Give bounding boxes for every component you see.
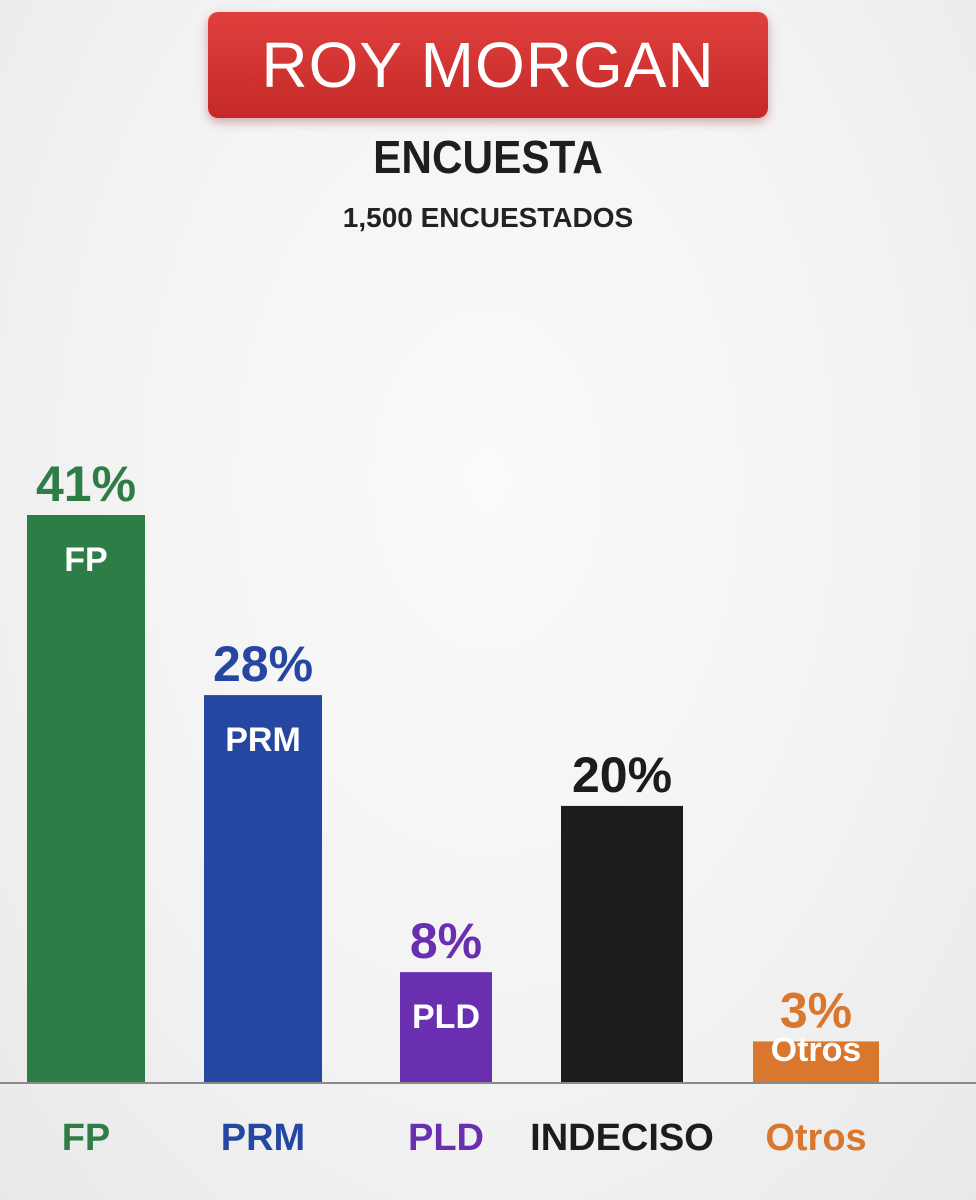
bar-inner-label-otros: Otros <box>771 1031 862 1069</box>
bar-prm <box>204 695 322 1083</box>
bar-inner-label-pld: PLD <box>412 998 480 1036</box>
bars-group: 41%FPFP28%PRMPRM8%PLDPLD20%INDECISO3%Otr… <box>27 456 879 1159</box>
category-label-otros: Otros <box>765 1117 866 1159</box>
bar-indeciso <box>561 805 683 1083</box>
value-label-pld: 8% <box>410 913 482 969</box>
value-label-prm: 28% <box>213 636 313 692</box>
page-title: ENCUESTA <box>373 131 603 183</box>
bar-otros <box>753 1041 879 1083</box>
category-label-fp: FP <box>62 1117 111 1159</box>
logo-text: ROY MORGAN <box>261 29 715 101</box>
bar-inner-label-prm: PRM <box>225 721 301 759</box>
value-label-indeciso: 20% <box>572 747 672 803</box>
category-label-indeciso: INDECISO <box>530 1117 714 1159</box>
value-label-fp: 41% <box>36 456 136 512</box>
category-label-prm: PRM <box>221 1117 305 1159</box>
bar-inner-label-fp: FP <box>64 541 107 579</box>
value-label-otros: 3% <box>780 982 852 1038</box>
page-subtitle: 1,500 ENCUESTADOS <box>342 202 634 233</box>
bar-fp <box>27 515 145 1083</box>
roy-morgan-logo: ROY MORGAN <box>208 12 768 118</box>
category-label-pld: PLD <box>408 1117 484 1159</box>
bar-pld <box>400 972 492 1083</box>
